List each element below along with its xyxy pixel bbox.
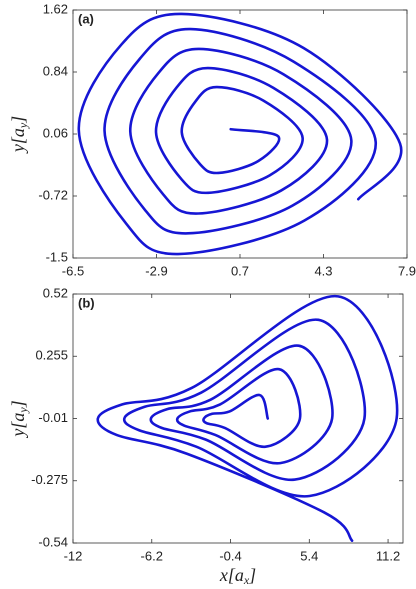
label-text: y[a <box>8 413 28 439</box>
x-tick-label: -2.9 <box>145 263 167 278</box>
panel-frame <box>72 293 404 544</box>
y-axis-label: y[ay] <box>8 116 30 154</box>
y-tick-label: 0.84 <box>43 63 68 78</box>
x-tick-label: 7.9 <box>398 263 416 278</box>
y-tick-label: -0.275 <box>31 472 68 487</box>
label-subscript: x <box>243 573 250 587</box>
y-tick-label: 0.06 <box>43 125 68 140</box>
panel-label: (b) <box>78 295 95 310</box>
y-tick-label: 1.62 <box>43 1 68 16</box>
x-tick-label: -6.2 <box>141 548 163 563</box>
trajectory <box>77 12 403 256</box>
trajectory <box>96 295 399 542</box>
label-subscript: y <box>16 407 30 414</box>
x-tick-label: -0.4 <box>219 548 241 563</box>
x-tick-label: 4.3 <box>314 263 332 278</box>
label-suffix: ] <box>8 400 28 408</box>
label-suffix: ] <box>8 116 28 124</box>
x-tick-label: -12 <box>64 548 83 563</box>
x-tick-label: -6.5 <box>62 263 84 278</box>
label-text: x[a <box>219 565 244 585</box>
y-tick-label: 0.255 <box>35 348 68 363</box>
y-tick-label: -1.5 <box>46 249 68 264</box>
x-axis-label: x[ax] <box>219 565 256 587</box>
y-axis-label: y[ay] <box>8 400 30 438</box>
panel-label: (a) <box>78 11 94 26</box>
x-tick-label: 11.2 <box>376 548 400 563</box>
label-text: y[a <box>8 128 28 154</box>
y-tick-label: 0.52 <box>43 285 68 300</box>
x-tick-label: 5.4 <box>300 548 318 563</box>
label-suffix: ] <box>248 565 256 585</box>
x-tick-label: 0.7 <box>231 263 249 278</box>
y-tick-label: -0.72 <box>38 187 68 202</box>
y-tick-label: -0.01 <box>38 410 68 425</box>
label-subscript: y <box>16 122 30 129</box>
y-tick-label: -0.54 <box>38 534 68 549</box>
